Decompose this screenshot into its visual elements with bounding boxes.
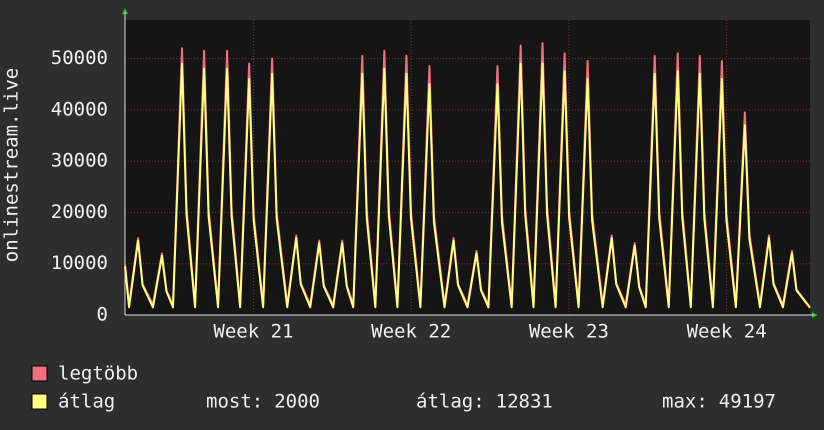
x-tick-label: Week 22: [371, 321, 451, 343]
stat-label: átlag:: [416, 391, 485, 413]
axis-arrow: [122, 8, 128, 14]
y-axis-label: onlinestream.live: [1, 68, 23, 262]
y-tick-label: 40000: [51, 98, 108, 120]
x-tick-label: Week 23: [529, 321, 609, 343]
legend-label: legtöbb: [58, 363, 138, 385]
stat-value: 2000: [274, 391, 320, 413]
x-tick-label: Week 21: [213, 321, 293, 343]
stat-value: 12831: [496, 391, 553, 413]
x-tick-label: Week 24: [687, 321, 767, 343]
y-tick-label: 0: [97, 304, 108, 326]
y-tick-label: 50000: [51, 47, 108, 69]
axis-arrow: [812, 312, 818, 318]
stat-label: max:: [662, 391, 708, 413]
series-line: [124, 62, 811, 309]
y-tick-label: 10000: [51, 252, 108, 274]
legend-label: átlag: [58, 391, 115, 413]
stat-value: 49197: [719, 391, 776, 413]
y-tick-label: 30000: [51, 150, 108, 172]
legend-swatch: [31, 365, 48, 382]
stat-label: most:: [206, 391, 263, 413]
legend-swatch: [31, 393, 48, 410]
y-tick-label: 20000: [51, 201, 108, 223]
